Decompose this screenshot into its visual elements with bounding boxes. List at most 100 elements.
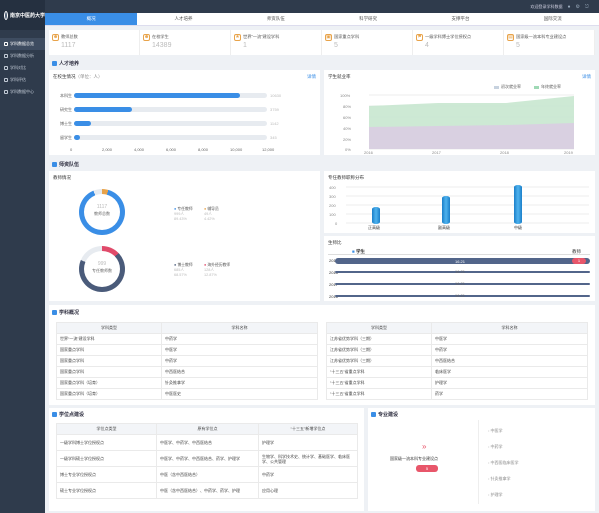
legend-value: 128人 bbox=[204, 268, 215, 272]
ratio-bar bbox=[335, 258, 590, 264]
y-tick: 400 bbox=[329, 185, 336, 190]
section-label: 专业建设 bbox=[378, 412, 399, 418]
table-header: 学位点类型 原有学位点 “十三五”新增学位点 bbox=[56, 423, 358, 435]
tab-talent[interactable]: 人才培养 bbox=[174, 16, 193, 21]
table-row: 一级学科硕士学位授权点 中医学、中药学、中西医结合、药学、护理学 生物学、科学技术史… bbox=[56, 450, 358, 467]
employment-card: 学生就业率 详情 初次就业率 年终就业率 100% 80% 60% 40% 20… bbox=[324, 70, 595, 155]
settings-icon[interactable]: ⚙ bbox=[575, 3, 581, 10]
degree-table: 学位点类型 原有学位点 “十三五”新增学位点 一级学科博士学位授权点 中医学、中药学、… bbox=[56, 423, 358, 499]
table-cell: 国家重点学科 bbox=[56, 344, 162, 356]
students-more-link[interactable]: 详情 bbox=[307, 74, 316, 79]
stat-value: 4 bbox=[425, 42, 429, 49]
row-value: 345 bbox=[270, 135, 277, 140]
x-tick: 0 bbox=[70, 147, 73, 152]
x-tick: 4,000 bbox=[134, 147, 145, 152]
legend-label: 初次就业率 bbox=[501, 84, 521, 89]
stat-world-class: ★ 世界“一流”建设学科 1 bbox=[231, 30, 322, 55]
tab-overview[interactable]: 概况 bbox=[45, 13, 138, 25]
table-row: 国家重点学科 中西医结合 bbox=[56, 366, 318, 378]
sidebar-item-datacenter[interactable]: 学科数据中心 bbox=[0, 86, 45, 98]
table-cell: 中西医结合 bbox=[431, 355, 588, 367]
section-title-degree: 学位点建设 bbox=[52, 411, 84, 418]
tab-platform[interactable]: 支撑平台 bbox=[451, 16, 470, 21]
column-header: 学科类型 bbox=[326, 322, 432, 334]
table-row: 国家重点学科 中药学 bbox=[56, 355, 318, 367]
ratio-card: 生师比 ■ 学生 教师 bbox=[324, 236, 595, 301]
top-bar: 欢迎登录学科数据 ● ⚙ ⎋ bbox=[45, 0, 599, 13]
table-row: 一级学科博士学位授权点 中医学、中药学、中西医结合 护理学 bbox=[56, 434, 358, 451]
section-icon bbox=[52, 310, 57, 315]
bar-intermediate bbox=[514, 185, 522, 224]
main-tabs: 概况 人才培养 师资队伍 科学研究 支撑平台 国际交流 bbox=[45, 13, 599, 26]
student-bar-fill bbox=[74, 93, 240, 98]
legend-name: 海外经历教师 bbox=[207, 263, 231, 267]
tab-international[interactable]: 国际交流 bbox=[543, 16, 562, 21]
table-cell: 国家重点学科（培育） bbox=[56, 377, 162, 389]
legend-pct: 89.43% bbox=[174, 217, 187, 221]
bar-associate bbox=[442, 196, 450, 224]
bullet-icon: • bbox=[488, 460, 491, 465]
discipline-table-left: 学科类型 学科名称 世界“一流”建设学科 中药学 国家重点学科 中医学 国家重点学科 中药学… bbox=[56, 322, 318, 400]
stat-first-class-major: ▤ 国家级一流本科专业建设点 5 bbox=[504, 30, 595, 55]
book-icon: ▣ bbox=[325, 34, 332, 41]
major-item: • 中医学 bbox=[488, 428, 503, 434]
ratio-header bbox=[328, 248, 590, 255]
compare-icon bbox=[4, 66, 8, 70]
sidebar-item-overview[interactable]: 学科数据总览 bbox=[0, 38, 45, 50]
ratio-value: 16.21 bbox=[455, 259, 466, 264]
table-cell: 一级学科博士学位授权点 bbox=[56, 434, 157, 451]
card-title: 在校生情况（单位：人） bbox=[53, 74, 103, 80]
section-label: 人才培养 bbox=[59, 61, 80, 67]
table-cell: 江苏省优势学科（三期） bbox=[326, 333, 432, 345]
tab-research[interactable]: 科学研究 bbox=[359, 16, 378, 21]
major-list-divider bbox=[478, 420, 588, 504]
column-header: 学位点类型 bbox=[56, 423, 157, 435]
major-badge: 5 bbox=[416, 465, 438, 472]
y-tick: 40% bbox=[343, 126, 352, 131]
row-label: 留学生 bbox=[60, 135, 72, 140]
column-header: 学科类型 bbox=[56, 322, 162, 334]
legend-value: 685人 bbox=[174, 268, 185, 272]
user-icon[interactable]: ● bbox=[567, 3, 571, 10]
legend-final: 年终就业率 bbox=[534, 84, 561, 90]
sidebar-item-analysis[interactable]: 学科数据分析 bbox=[0, 50, 45, 62]
stat-doctoral: ⚑ 一级学科博士学位授权点 4 bbox=[413, 30, 504, 55]
table-cell: 药学 bbox=[431, 388, 588, 400]
year-label: 2018 bbox=[329, 270, 338, 275]
major-item: • 护理学 bbox=[488, 492, 503, 498]
stat-value: 5 bbox=[516, 42, 520, 49]
x-tick: 中级 bbox=[514, 225, 522, 230]
tab-faculty[interactable]: 师资队伍 bbox=[266, 16, 285, 21]
bar-senior bbox=[372, 207, 380, 224]
row-value: 10630 bbox=[270, 93, 282, 98]
logout-icon[interactable]: ⎋ bbox=[585, 3, 589, 10]
table-cell: 护理学 bbox=[258, 434, 358, 451]
table-cell: 江苏省优势学科（三期） bbox=[326, 344, 432, 356]
table-cell: “十三五”省重点学科 bbox=[326, 388, 432, 400]
section-icon bbox=[52, 412, 57, 417]
ratio-value: 16.21 bbox=[455, 293, 466, 298]
legend-value: 999人 bbox=[174, 212, 185, 216]
student-bar bbox=[74, 93, 267, 98]
table-cell: 中西医结合 bbox=[161, 366, 318, 378]
major-item-label: 针灸推拿学 bbox=[490, 476, 511, 481]
stat-label: 一级学科博士学位授权点 bbox=[425, 34, 472, 39]
table-cell: 国家重点学科（培育） bbox=[56, 388, 162, 400]
section-icon bbox=[52, 162, 57, 167]
sidebar-item-compare[interactable]: 学科对比 bbox=[0, 62, 45, 74]
discipline-table-right: 学科类型 学科名称 江苏省优势学科（三期） 中医学 江苏省优势学科（三期） 中药学 江苏省… bbox=[326, 322, 588, 400]
major-item: • 针灸推拿学 bbox=[488, 476, 511, 482]
section-label: 学科概况 bbox=[59, 310, 80, 316]
employment-more-link[interactable]: 详情 bbox=[582, 74, 591, 79]
row-label: 博士生 bbox=[60, 121, 72, 126]
sidebar-item-label: 学科数据中心 bbox=[10, 89, 34, 94]
legend-counselor: ● 辅导员 49人 4.42% bbox=[204, 207, 219, 221]
teacher-icon: ☻ bbox=[52, 34, 59, 41]
table-cell: 国家重点学科 bbox=[56, 366, 162, 378]
table-row: “十三五”省重点学科 护理学 bbox=[326, 377, 588, 389]
sidebar-item-evaluation[interactable]: 学科评估 bbox=[0, 74, 45, 86]
ratio-head-left: ■ 学生 bbox=[352, 249, 365, 254]
table-cell: 世界“一流”建设学科 bbox=[56, 333, 162, 345]
section-title-talent: 人才培养 bbox=[52, 60, 79, 67]
stat-label: 国家级一流本科专业建设点 bbox=[516, 34, 567, 39]
